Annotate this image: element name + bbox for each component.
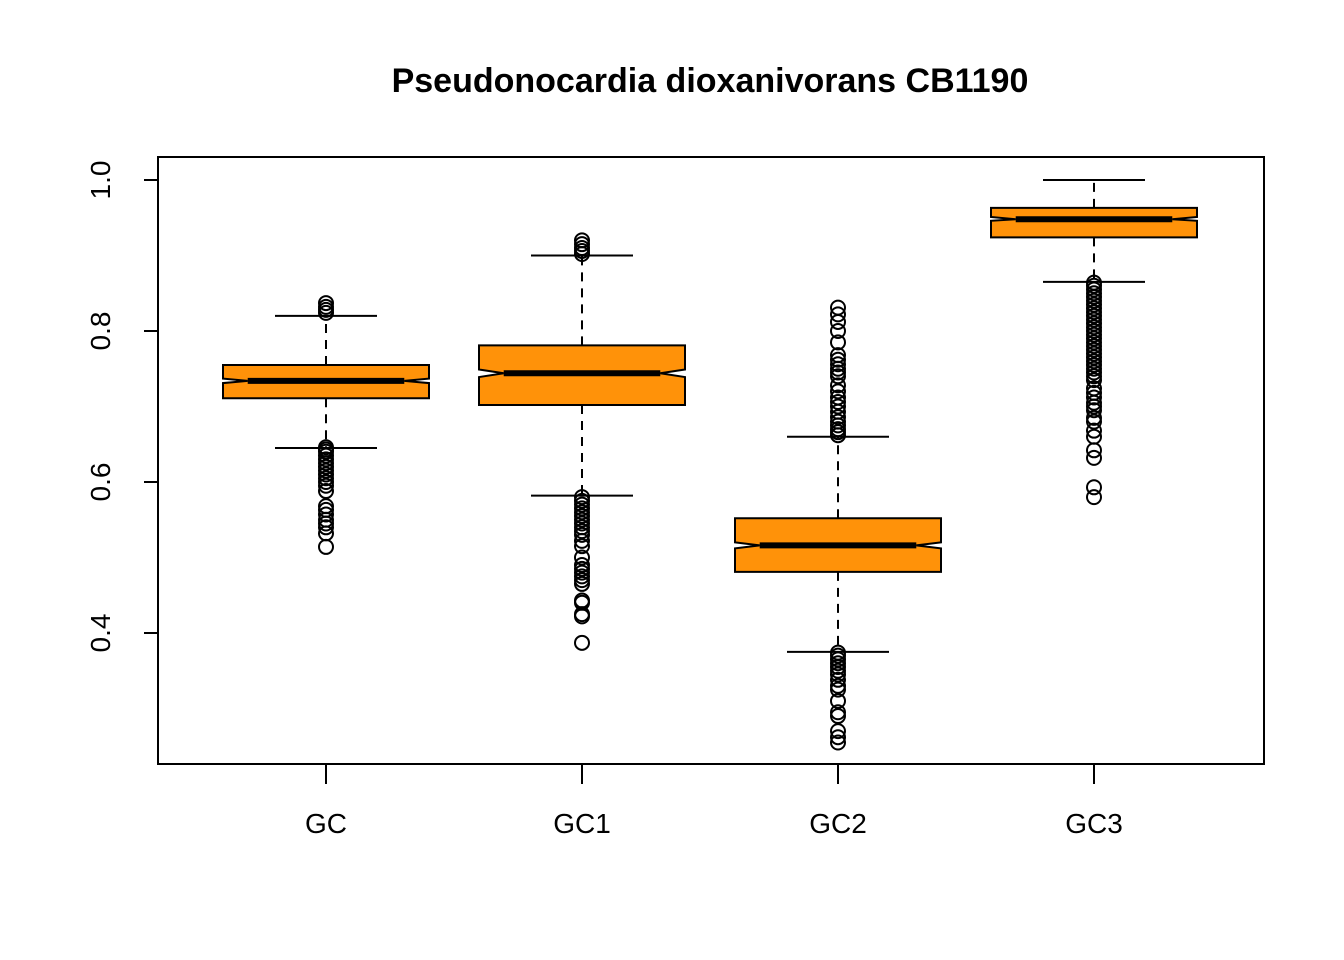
outlier-point: [830, 692, 846, 709]
outlier-point: [830, 351, 846, 368]
outlier-point: [830, 704, 846, 721]
outlier-point: [574, 634, 590, 651]
outlier-point: [574, 592, 590, 609]
outlier-point: [830, 299, 846, 316]
outlier-point: [1086, 389, 1102, 406]
outlier-point: [830, 323, 846, 339]
outlier-point: [1086, 479, 1102, 496]
y-tick-label: 0.4: [85, 614, 116, 653]
outlier-point: [830, 347, 846, 364]
outlier-point: [830, 356, 846, 373]
x-tick-label: GC1: [553, 808, 611, 839]
outlier-point: [830, 644, 846, 661]
outlier-point: [830, 723, 846, 740]
outlier-point: [830, 729, 846, 746]
x-tick-label: GC2: [809, 808, 867, 839]
outlier-point: [574, 549, 590, 566]
outlier-point: [574, 557, 590, 574]
outlier-point: [318, 439, 334, 456]
outlier-point: [830, 671, 846, 688]
outlier-point: [830, 334, 846, 351]
outlier-point: [1086, 384, 1102, 401]
outlier-point: [318, 538, 334, 555]
outlier-point: [574, 538, 590, 555]
outlier-point: [1086, 422, 1102, 439]
outlier-point: [318, 483, 334, 500]
outlier-point: [830, 413, 846, 430]
chart-title: Pseudonocardia dioxanivorans CB1190: [392, 62, 1029, 100]
box-gc2: [734, 299, 942, 751]
box-gc: [222, 295, 430, 555]
outlier-point: [830, 306, 846, 323]
outlier-point: [830, 398, 846, 415]
outlier-point: [1086, 489, 1102, 506]
outlier-point: [1086, 409, 1102, 426]
box-body: [990, 206, 1198, 239]
outlier-point: [318, 295, 334, 312]
x-tick-label: GC3: [1065, 808, 1123, 839]
box-series: [222, 179, 1198, 751]
outlier-point: [1086, 380, 1102, 397]
outlier-point: [830, 677, 846, 694]
outlier-point: [830, 383, 846, 400]
outlier-point: [574, 232, 590, 249]
x-axis: GC GC1 GC2 GC3: [305, 763, 1123, 839]
outlier-point: [830, 393, 846, 410]
y-tick-label: 1.0: [85, 161, 116, 200]
outlier-point: [1086, 449, 1102, 466]
outlier-point: [830, 377, 846, 394]
outlier-point: [574, 489, 590, 506]
box-gc1: [478, 232, 686, 651]
outlier-point: [830, 409, 846, 426]
outlier-point: [318, 506, 334, 523]
outlier-point: [830, 389, 846, 406]
x-tick-label: GC: [305, 808, 347, 839]
y-tick-label: 0.8: [85, 312, 116, 351]
y-tick-label: 0.6: [85, 463, 116, 502]
y-axis: 0.4 0.6 0.8 1.0: [85, 161, 159, 653]
outlier-point: [318, 498, 334, 515]
outlier-point: [1086, 274, 1102, 291]
outlier-point: [1086, 428, 1102, 445]
outlier-point: [830, 734, 846, 751]
box-gc3: [990, 179, 1198, 506]
